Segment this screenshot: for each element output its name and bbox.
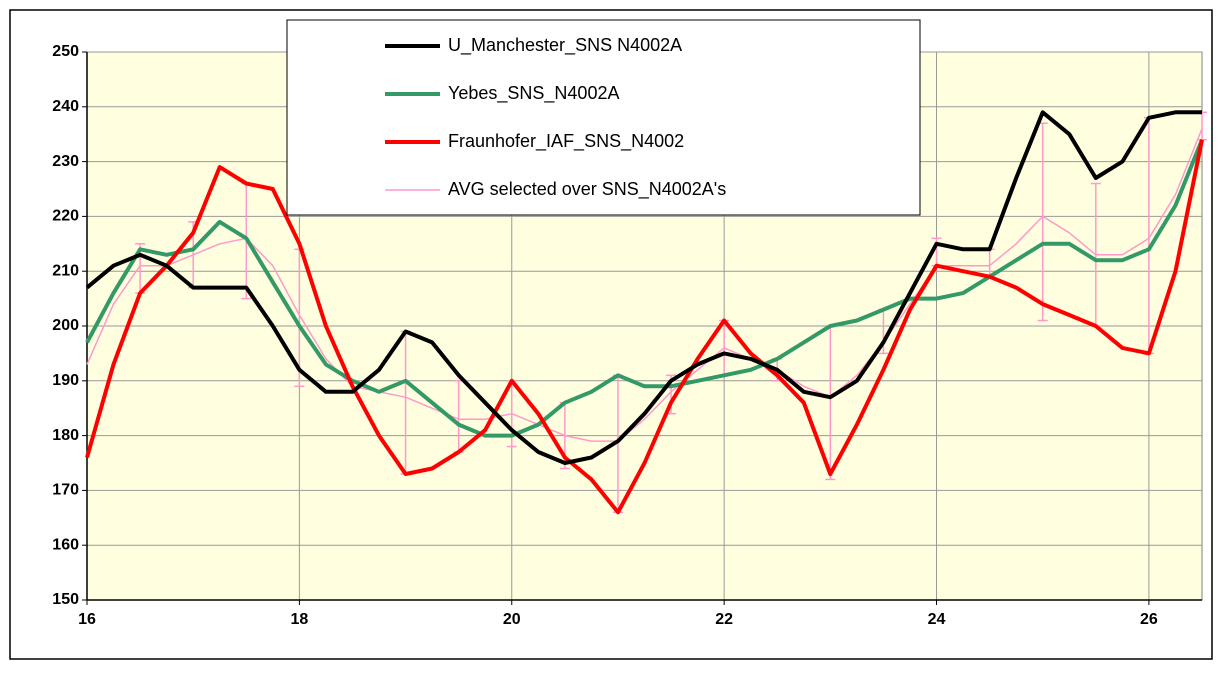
series-line bbox=[85, 139, 1204, 515]
x-tick-label: 22 bbox=[715, 611, 733, 628]
x-tick-label: 16 bbox=[78, 611, 96, 628]
x-tick-label: 20 bbox=[503, 611, 521, 628]
y-tick-label: 230 bbox=[52, 153, 79, 170]
y-tick-label: 200 bbox=[52, 317, 79, 334]
legend: U_Manchester_SNS N4002A Yebes_SNS_N4002A F… bbox=[286, 19, 921, 216]
series-line bbox=[86, 128, 1203, 442]
legend-label: Yebes_SNS_N4002A bbox=[448, 83, 619, 104]
legend-label: U_Manchester_SNS N4002A bbox=[448, 35, 682, 56]
legend-label: AVG selected over SNS_N4002A's bbox=[448, 179, 726, 200]
y-tick-label: 220 bbox=[52, 208, 79, 225]
x-tick-label: 26 bbox=[1140, 611, 1158, 628]
y-tick-label: 180 bbox=[52, 427, 79, 444]
series-line bbox=[85, 110, 1202, 465]
x-tick-label: 24 bbox=[928, 611, 946, 628]
legend-box bbox=[286, 19, 921, 216]
y-tick-label: 160 bbox=[52, 536, 79, 553]
y-tick-label: 190 bbox=[52, 372, 79, 389]
y-tick-label: 250 bbox=[52, 43, 79, 60]
y-tick-label: 170 bbox=[52, 482, 79, 499]
series-line bbox=[85, 138, 1204, 438]
y-tick-label: 210 bbox=[52, 262, 79, 279]
legend-label: Fraunhofer_IAF_SNS_N4002 bbox=[448, 131, 684, 152]
y-tick-label: 240 bbox=[52, 98, 79, 115]
y-tick-label: 150 bbox=[52, 591, 79, 608]
x-tick-label: 18 bbox=[290, 611, 308, 628]
